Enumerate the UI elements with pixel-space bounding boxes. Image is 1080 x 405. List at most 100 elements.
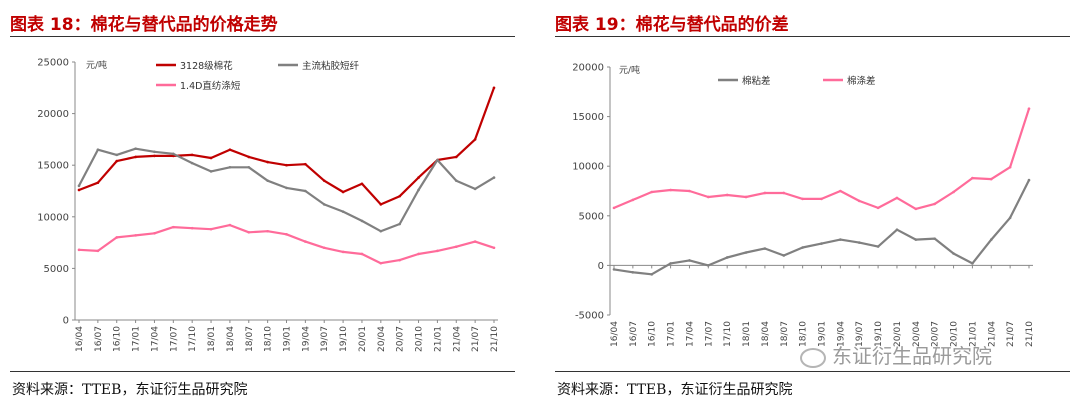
data-point (134, 234, 137, 237)
data-point (96, 181, 100, 185)
x-tick-label: 19/10 (339, 326, 349, 352)
watermark: 东证衍生品研究院 (800, 340, 992, 369)
series-line (77, 224, 496, 265)
x-tick-label: 21/10 (490, 326, 500, 352)
data-point (77, 188, 81, 192)
y-tick-label: 20000 (37, 109, 69, 120)
data-point (134, 147, 137, 150)
x-tick-label: 20/04 (377, 326, 387, 352)
data-point (612, 268, 616, 271)
y-tick-label: 15000 (572, 112, 604, 123)
data-point (247, 165, 251, 169)
data-point (266, 179, 269, 182)
data-point (989, 177, 993, 181)
data-point (1008, 216, 1012, 220)
chart-svg: 0 5000 10000 15000 20000 25000 16/04 16/07 16/10… (37, 58, 500, 352)
x-tick-label: 19/04 (301, 326, 311, 352)
x-tick-label: 16/10 (113, 326, 123, 352)
data-point (266, 160, 269, 164)
data-point (952, 190, 955, 194)
data-point (473, 138, 477, 141)
data-point (801, 197, 804, 201)
data-point (914, 238, 918, 241)
data-point (763, 191, 767, 195)
x-tick-label: 18/04 (761, 321, 771, 347)
legend-label: 棉粘差 (742, 75, 771, 87)
x-tick-label: 17/01 (132, 326, 142, 352)
x-tick-label: 19/10 (874, 321, 884, 347)
data-point (631, 198, 635, 202)
source-rule (555, 371, 1070, 372)
data-point (801, 246, 804, 249)
watermark-text: 东证衍生品研究院 (832, 344, 992, 368)
y-tick-label: 5000 (44, 264, 69, 275)
data-point (1027, 178, 1031, 182)
data-point (492, 86, 496, 90)
x-tick-label: 16/07 (629, 321, 639, 347)
data-point (379, 229, 383, 233)
data-point (322, 179, 326, 182)
data-point (933, 202, 936, 206)
source-rule (10, 371, 515, 372)
x-tick-label: 16/10 (648, 321, 658, 347)
data-point (379, 203, 383, 206)
data-point (839, 189, 842, 193)
data-point (209, 170, 213, 173)
y-tick-label: 15000 (37, 161, 69, 172)
series-line (612, 179, 1031, 276)
data-point (304, 189, 307, 193)
data-point (285, 163, 288, 167)
y-unit-label: 元/吨 (619, 64, 640, 76)
y-tick-label: 0 (598, 261, 604, 272)
x-tick-label: 21/04 (452, 326, 462, 352)
data-point (971, 176, 974, 180)
data-point (895, 196, 899, 200)
x-tick-label: 18/01 (207, 326, 217, 352)
data-point (473, 187, 477, 191)
data-point (914, 207, 918, 211)
data-point (190, 161, 194, 165)
y-tick-label: 10000 (37, 212, 69, 223)
data-point (115, 236, 119, 239)
data-point (725, 256, 729, 259)
x-tick-label: 18/07 (245, 326, 255, 352)
x-tick-label: 20/10 (950, 321, 960, 347)
data-point (631, 271, 635, 274)
y-tick-label: 20000 (572, 63, 604, 74)
x-tick-label: 21/01 (433, 326, 443, 352)
data-point (172, 225, 175, 229)
x-tick-label: 18/10 (264, 326, 274, 352)
x-tick-label: 19/07 (320, 326, 330, 352)
data-point (895, 228, 899, 231)
data-point (650, 190, 654, 194)
data-point (782, 254, 786, 257)
data-point (669, 188, 672, 192)
x-tick-label: 20/10 (415, 326, 425, 352)
x-tick-label: 19/01 (283, 326, 293, 352)
data-point (398, 258, 401, 262)
data-point (398, 194, 401, 198)
series-line (77, 147, 496, 233)
data-point (782, 191, 786, 195)
x-tick-label: 21/04 (987, 321, 997, 347)
data-point (228, 165, 232, 169)
wechat-icon (800, 347, 826, 368)
chart-svg: -5000 0 5000 10000 15000 20000 16/04 16/07 16/10… (572, 63, 1035, 347)
x-tick-label: 17/07 (704, 321, 714, 347)
x-tick-label: 19/04 (836, 321, 846, 347)
data-point (96, 148, 100, 152)
data-point (454, 155, 458, 159)
x-tick-label: 18/01 (742, 321, 752, 347)
x-tick-label: 19/07 (855, 321, 865, 347)
data-point (190, 226, 194, 230)
data-point (492, 246, 496, 250)
chart-source: 资料来源：TTEB，东证衍生品研究院 (12, 382, 248, 398)
x-tick-label: 17/10 (188, 326, 198, 352)
data-point (360, 182, 364, 186)
x-tick-label: 17/04 (685, 321, 695, 347)
x-tick-label: 18/10 (799, 321, 809, 347)
data-point (989, 238, 993, 241)
data-point (857, 241, 861, 244)
data-point (669, 262, 672, 265)
data-point (707, 264, 710, 267)
